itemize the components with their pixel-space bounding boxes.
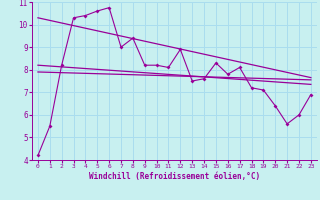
X-axis label: Windchill (Refroidissement éolien,°C): Windchill (Refroidissement éolien,°C) (89, 172, 260, 181)
